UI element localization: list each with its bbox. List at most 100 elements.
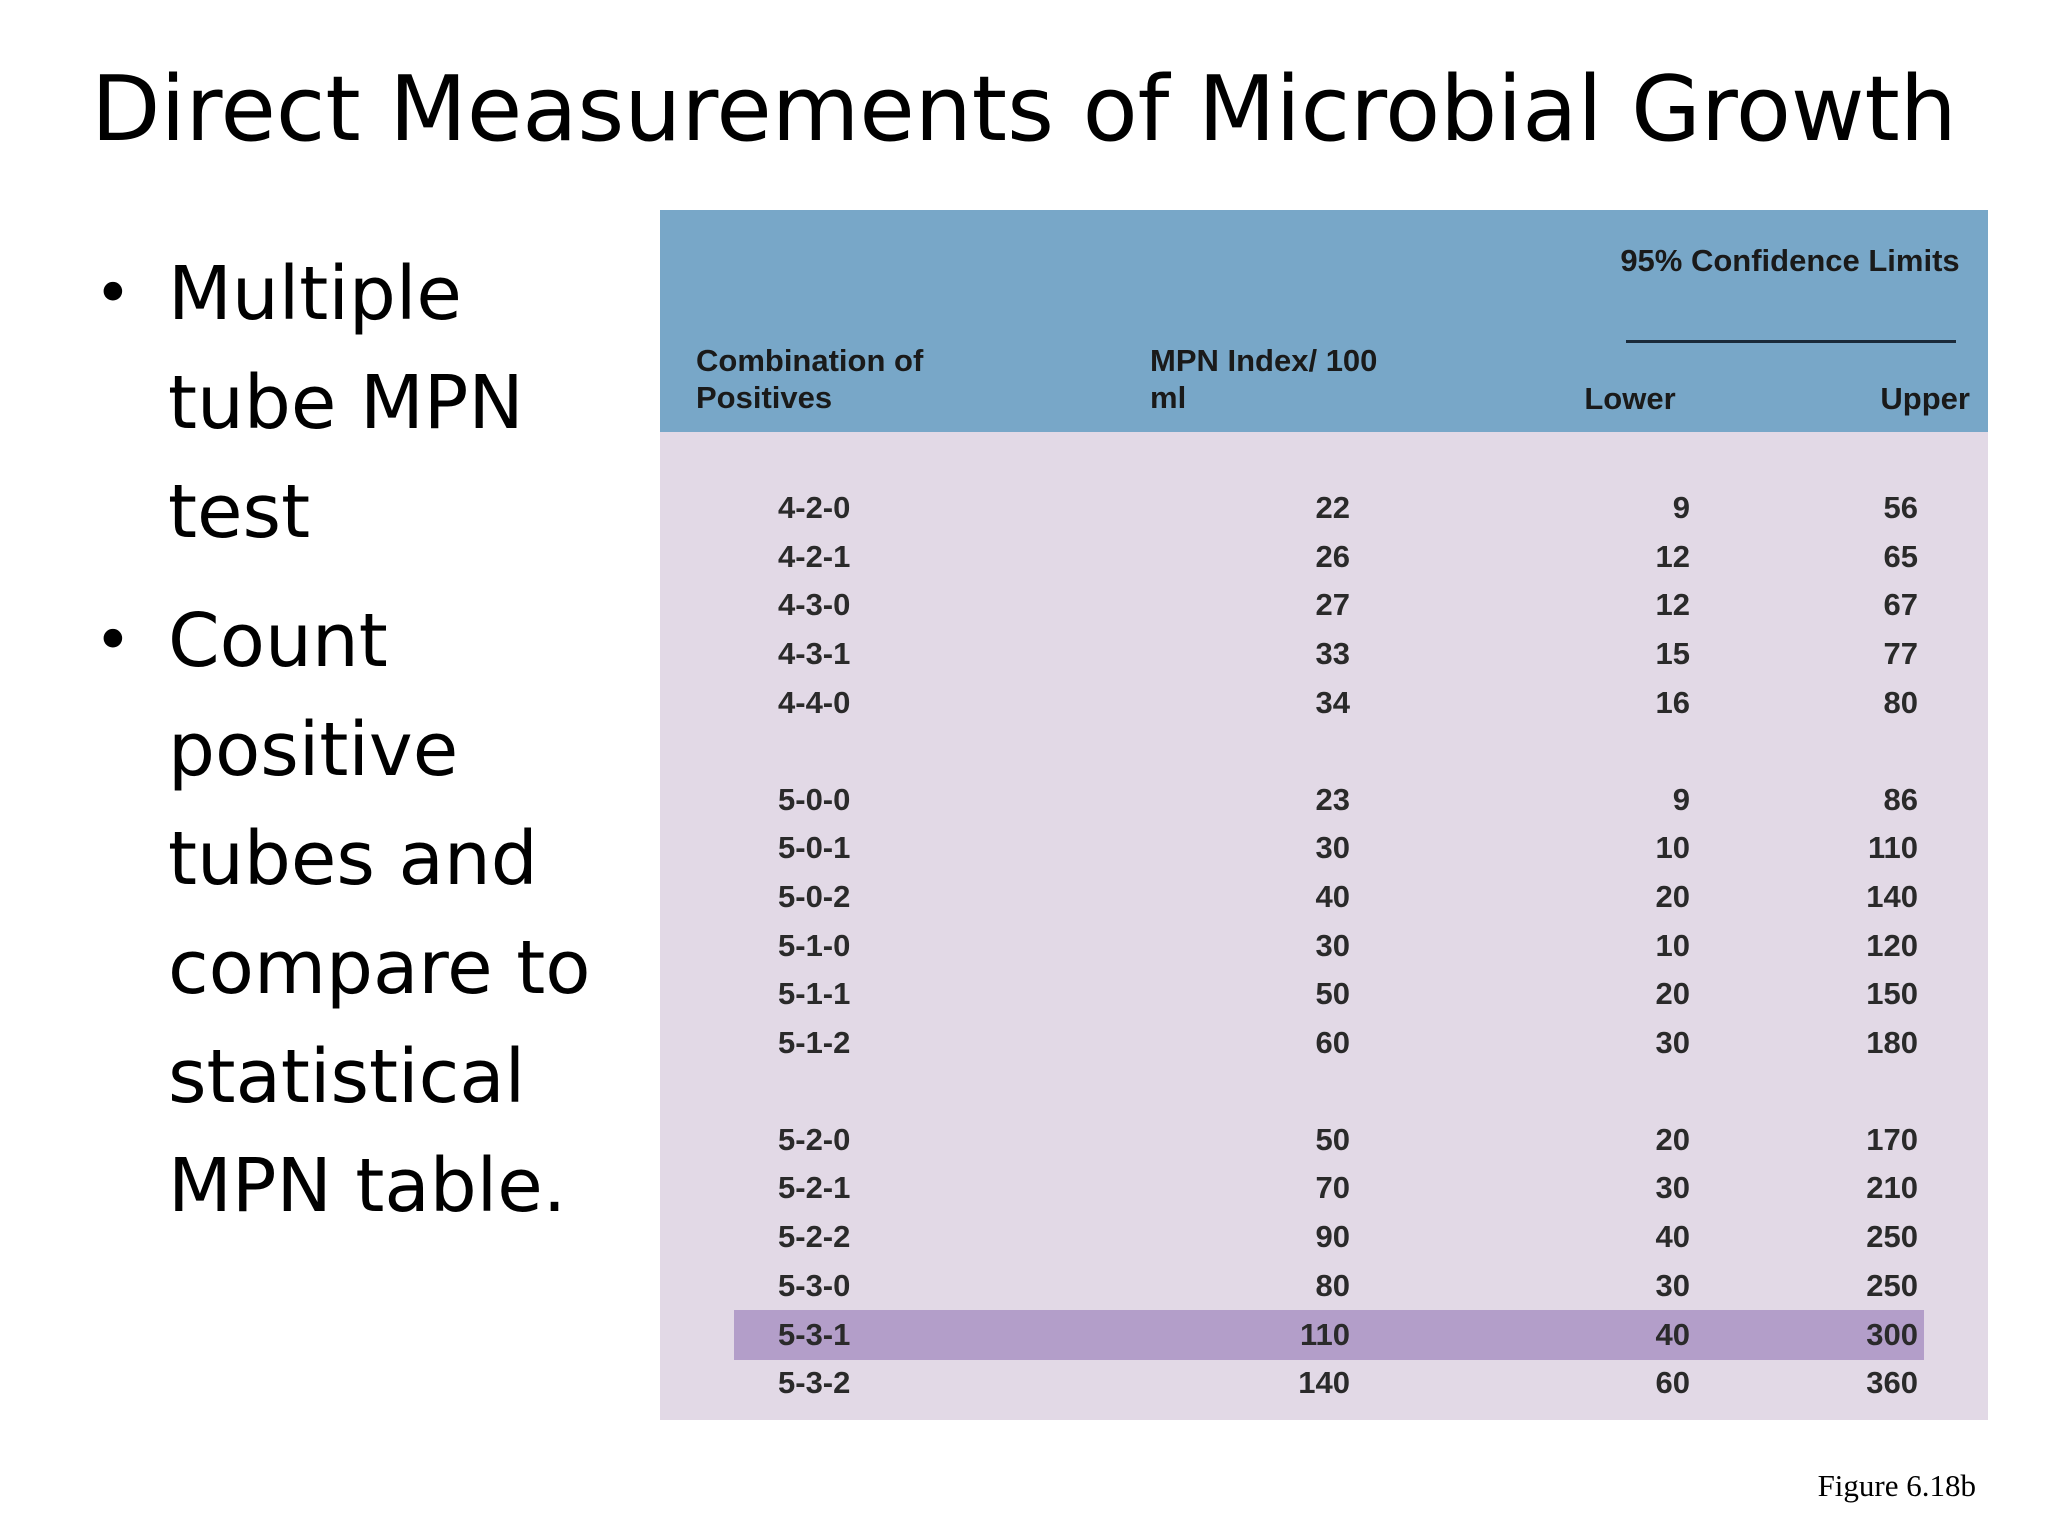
cell-lower: 60 xyxy=(1655,1365,1690,1400)
header-combination: Combination of Positives xyxy=(696,343,924,415)
table-row: 5-1-1 50 20 150 xyxy=(660,970,1988,1018)
cell-lower: 16 xyxy=(1655,685,1690,720)
cell-combination: 5-2-1 xyxy=(778,1170,851,1205)
cell-combination: 5-1-2 xyxy=(778,1025,851,1060)
cell-mpn-index: 60 xyxy=(1315,1025,1350,1060)
cell-lower: 40 xyxy=(1655,1219,1690,1254)
cell-upper: 56 xyxy=(1883,490,1918,525)
cell-mpn-index: 34 xyxy=(1315,685,1350,720)
cell-mpn-index: 90 xyxy=(1315,1219,1350,1254)
cell-upper: 360 xyxy=(1866,1365,1918,1400)
cell-lower: 20 xyxy=(1655,1122,1690,1157)
cell-lower: 20 xyxy=(1655,879,1690,914)
cell-mpn-index: 50 xyxy=(1315,1122,1350,1157)
bullet-symbol: • xyxy=(94,257,132,331)
header-mpn-index: MPN Index/ 100 ml xyxy=(1150,343,1378,415)
cell-lower: 9 xyxy=(1672,782,1690,817)
cell-upper: 80 xyxy=(1883,685,1918,720)
cell-mpn-index: 140 xyxy=(1298,1365,1350,1400)
bullet-item: • Multiple tube MPN test xyxy=(84,240,644,567)
cell-mpn-index: 110 xyxy=(1299,1317,1350,1352)
cell-combination: 5-3-1 xyxy=(778,1317,851,1352)
bullet-list: • Multiple tube MPN test • Count positiv… xyxy=(84,240,644,1261)
table-row: 5-0-2 40 20 140 xyxy=(660,873,1988,921)
cell-lower: 30 xyxy=(1655,1025,1690,1060)
highlighted-row-band xyxy=(734,1310,1924,1360)
header-upper: Upper xyxy=(1880,381,1970,416)
figure-caption: Figure 6.18b xyxy=(1817,1468,1976,1503)
cell-combination: 5-0-2 xyxy=(778,879,851,914)
cell-lower: 20 xyxy=(1655,976,1690,1011)
cell-upper: 65 xyxy=(1883,539,1918,574)
table-body: 4-2-0 22 9 56 4-2-1 26 12 65 4-3-0 27 12 67 4-3-1 33 1… xyxy=(660,210,1988,1420)
cell-mpn-index: 40 xyxy=(1315,879,1350,914)
table-row: 5-2-2 90 40 250 xyxy=(660,1213,1988,1261)
bullet-symbol: • xyxy=(94,604,132,678)
table-row: 4-3-0 27 12 67 xyxy=(660,581,1988,629)
mpn-table: 95% Confidence Limits Combination of Pos… xyxy=(660,210,1988,1420)
cell-combination: 5-2-2 xyxy=(778,1219,851,1254)
cell-mpn-index: 27 xyxy=(1315,587,1350,622)
header-lower: Lower xyxy=(1584,381,1676,416)
cell-mpn-index: 30 xyxy=(1315,928,1350,963)
cell-lower: 30 xyxy=(1655,1268,1690,1303)
cell-combination: 4-3-1 xyxy=(778,636,851,671)
cell-lower: 12 xyxy=(1655,539,1690,574)
table-row: 5-0-1 30 10 110 xyxy=(660,824,1988,872)
header-confidence-limits: 95% Confidence Limits xyxy=(1620,243,1960,278)
cell-combination: 5-2-0 xyxy=(778,1122,851,1157)
cell-lower: 40 xyxy=(1655,1317,1690,1352)
cell-upper: 67 xyxy=(1883,587,1918,622)
cell-lower: 10 xyxy=(1655,830,1690,865)
table-row: 4-2-1 26 12 65 xyxy=(660,533,1988,581)
cell-combination: 5-1-1 xyxy=(778,976,851,1011)
cell-combination: 4-4-0 xyxy=(778,685,851,720)
table-row: 4-2-0 22 9 56 xyxy=(660,484,1988,532)
cell-mpn-index: 22 xyxy=(1315,490,1350,525)
cell-combination: 4-3-0 xyxy=(778,587,851,622)
cell-lower: 30 xyxy=(1655,1170,1690,1205)
cell-mpn-index: 50 xyxy=(1315,976,1350,1011)
cell-upper: 170 xyxy=(1866,1122,1918,1157)
cell-mpn-index: 33 xyxy=(1315,636,1350,671)
cell-mpn-index: 80 xyxy=(1315,1268,1350,1303)
table-row: 4-3-1 33 15 77 xyxy=(660,630,1988,678)
cell-combination: 5-3-2 xyxy=(778,1365,851,1400)
cell-mpn-index: 26 xyxy=(1315,539,1350,574)
table-header: 95% Confidence Limits Combination of Pos… xyxy=(660,210,1988,432)
cell-upper: 180 xyxy=(1866,1025,1918,1060)
cell-combination: 4-2-0 xyxy=(778,490,851,525)
table-row: 5-3-0 80 30 250 xyxy=(660,1262,1988,1310)
table-row: 5-3-2 140 60 360 xyxy=(660,1359,1988,1407)
table-row: 4-4-0 34 16 80 xyxy=(660,679,1988,727)
cell-combination: 5-0-0 xyxy=(778,782,851,817)
cell-lower: 12 xyxy=(1655,587,1690,622)
bullet-item: • Count positive tubes and compare to st… xyxy=(84,587,644,1241)
table-row: 5-2-0 50 20 170 xyxy=(660,1116,1988,1164)
cell-mpn-index: 70 xyxy=(1315,1170,1350,1205)
table-row: 5-2-1 70 30 210 xyxy=(660,1164,1988,1212)
slide-title: Direct Measurements of Microbial Growth xyxy=(91,57,1957,162)
cell-upper: 210 xyxy=(1866,1170,1918,1205)
cell-mpn-index: 30 xyxy=(1315,830,1350,865)
cell-upper: 300 xyxy=(1866,1317,1918,1352)
cell-upper: 150 xyxy=(1866,976,1918,1011)
table-row: 5-1-0 30 10 120 xyxy=(660,922,1988,970)
bullet-text: Multiple tube MPN test xyxy=(168,251,524,555)
cell-lower: 9 xyxy=(1672,490,1690,525)
cell-upper: 250 xyxy=(1866,1219,1918,1254)
cell-upper: 140 xyxy=(1866,879,1918,914)
cell-lower: 15 xyxy=(1655,636,1690,671)
cell-lower: 10 xyxy=(1655,928,1690,963)
header-divider xyxy=(1626,340,1956,343)
cell-combination: 5-3-0 xyxy=(778,1268,851,1303)
cell-upper: 120 xyxy=(1866,928,1918,963)
table-row: 5-1-2 60 30 180 xyxy=(660,1019,1988,1067)
cell-upper: 250 xyxy=(1866,1268,1918,1303)
table-row: 5-3-1 110 40 300 xyxy=(660,1311,1988,1359)
bullet-text: Count positive tubes and compare to stat… xyxy=(168,598,591,1229)
cell-combination: 4-2-1 xyxy=(778,539,851,574)
cell-combination: 5-0-1 xyxy=(778,830,851,865)
cell-upper: 77 xyxy=(1883,636,1918,671)
cell-upper: 86 xyxy=(1883,782,1918,817)
